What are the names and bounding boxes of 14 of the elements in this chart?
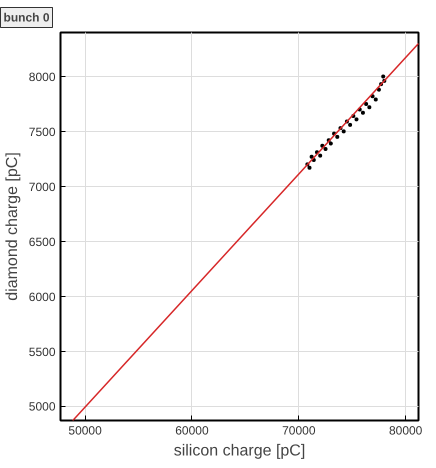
x-tick-label: 60000	[175, 424, 209, 438]
x-axis-title: silicon charge [pC]	[174, 442, 306, 460]
y-tick-label: 8000	[28, 70, 56, 84]
y-tick-label: 5500	[28, 344, 56, 359]
chart-title: bunch 0	[4, 10, 50, 24]
y-axis-title: diamond charge [pC]	[4, 152, 21, 301]
x-tick-label: 70000	[282, 424, 316, 438]
x-tick-label: 80000	[388, 424, 423, 438]
y-tick-label: 5000	[28, 400, 56, 414]
y-tick-label: 7000	[28, 180, 56, 194]
y-tick-label: 6000	[28, 290, 56, 304]
y-tick-label: 7500	[28, 124, 56, 139]
x-tick-label: 50000	[68, 424, 102, 438]
y-tick-label: 6500	[28, 234, 56, 249]
